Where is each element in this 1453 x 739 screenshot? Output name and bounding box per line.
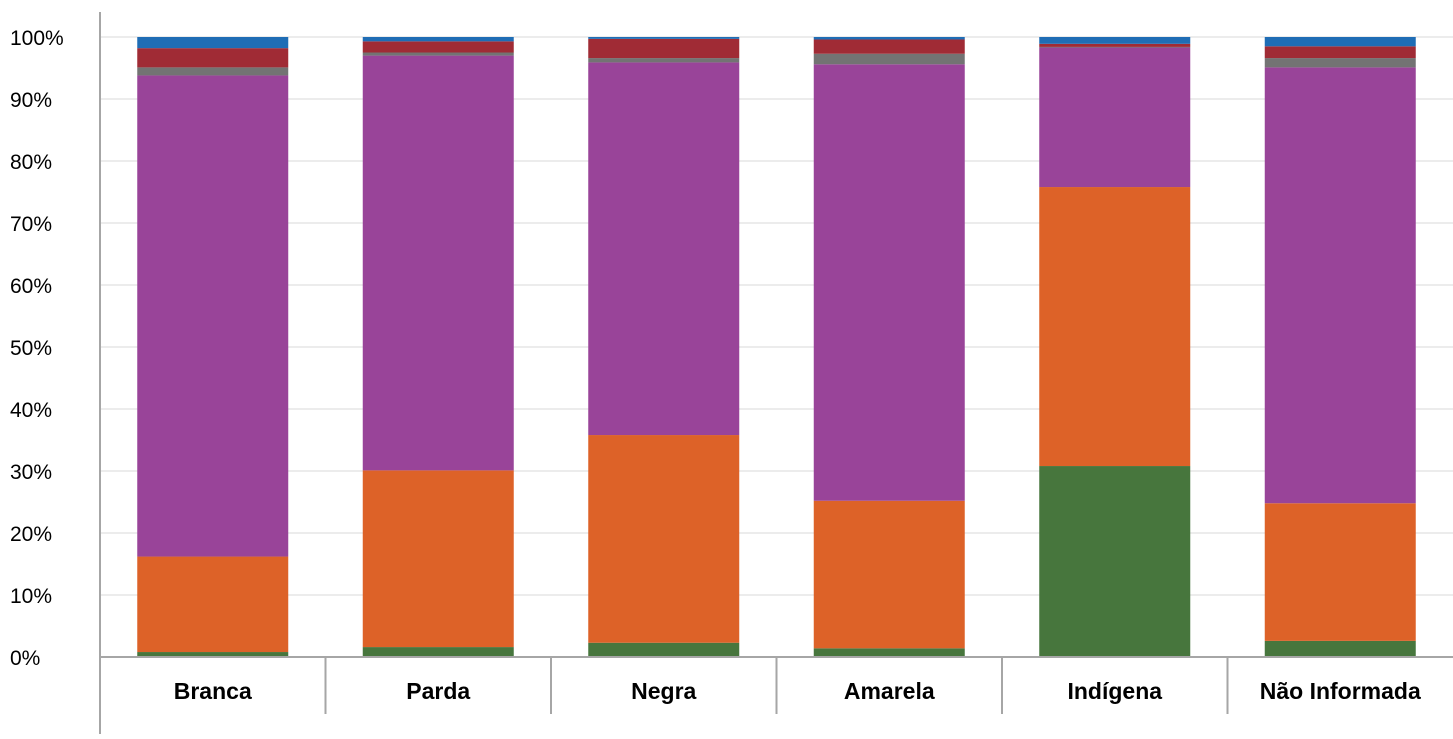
category-label: Negra [631, 678, 696, 704]
y-tick-label: 0% [10, 647, 40, 670]
bar-segment [1039, 43, 1191, 47]
bar-segment [1264, 640, 1416, 657]
y-tick-label: 90% [10, 89, 52, 112]
bar-segment [1264, 58, 1416, 68]
bars [137, 37, 1416, 657]
bar-segment [588, 435, 740, 643]
bar-segment [1264, 67, 1416, 504]
bar-segment [1039, 187, 1191, 467]
bar-segment [1264, 503, 1416, 641]
y-tick-label: 70% [10, 213, 52, 236]
y-tick-label: 30% [10, 461, 52, 484]
bar-segment [1264, 37, 1416, 47]
gridlines [100, 36, 1453, 596]
bar-segment [362, 52, 514, 56]
category-label: Amarela [844, 678, 935, 704]
bar-segment [362, 647, 514, 657]
category-label: Parda [406, 678, 470, 704]
bar-segment [588, 642, 740, 657]
y-tick-label: 20% [10, 523, 52, 546]
bar-segment [362, 470, 514, 648]
bar-segment [362, 41, 514, 53]
bar-segment [1039, 37, 1191, 44]
bar-segment [813, 64, 965, 501]
bar-segment [362, 37, 514, 42]
category-label: Não Informada [1260, 678, 1421, 704]
y-tick-label: 100% [10, 27, 64, 50]
bar-segment [1039, 46, 1191, 48]
bar-segment [137, 75, 289, 557]
category-label: Indígena [1067, 678, 1162, 704]
y-tick-label: 10% [10, 585, 52, 608]
y-tick-label: 60% [10, 275, 52, 298]
bar-segment [137, 556, 289, 653]
bar-segment [813, 39, 965, 54]
bar-segment [588, 37, 740, 39]
category-labels: Branca Parda Negra Amarela Indígena Não Infor… [174, 678, 1421, 704]
bar-segment [137, 48, 289, 68]
bar-segment [813, 648, 965, 657]
bar-segment [588, 58, 740, 63]
bar-segment [813, 500, 965, 649]
bar-segment [362, 55, 514, 471]
bar-segment [1039, 466, 1191, 657]
y-tick-label: 40% [10, 399, 52, 422]
category-label: Branca [174, 678, 252, 704]
y-tick-label: 50% [10, 337, 52, 360]
bar-segment [813, 37, 965, 40]
bar-segment [588, 38, 740, 59]
bar-segment [137, 67, 289, 76]
bar-segment [137, 37, 289, 49]
bar-segment [813, 53, 965, 65]
y-tick-label: 80% [10, 151, 52, 174]
y-tick-labels: 0% 10% 20% 30% 40% 50% 60% 70% 80% 90% 100% [10, 27, 64, 670]
axes [99, 12, 1453, 734]
bar-segment [588, 62, 740, 436]
bar-segment [137, 652, 289, 657]
bar-segment [1039, 47, 1191, 188]
bar-segment [1264, 46, 1416, 59]
